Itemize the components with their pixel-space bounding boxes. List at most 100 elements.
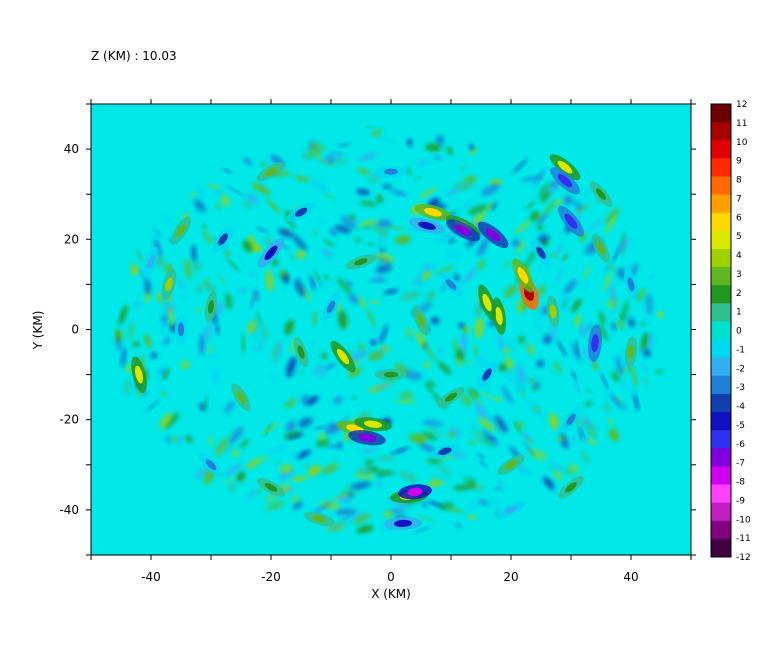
- texture-blob: [358, 296, 366, 309]
- colorbar-label: -10: [736, 515, 751, 525]
- feature-core: [336, 348, 350, 365]
- texture-blob: [563, 279, 577, 295]
- texture-blob: [586, 437, 597, 446]
- texture-blob: [609, 308, 615, 318]
- texture-blob: [337, 495, 352, 503]
- texture-blob: [224, 400, 236, 414]
- texture-blob: [354, 238, 362, 243]
- texture-blob: [161, 313, 168, 324]
- texture-blob: [551, 369, 556, 375]
- colorbar-swatch: [711, 176, 731, 196]
- texture-blob: [529, 448, 547, 460]
- texture-blob: [366, 242, 375, 246]
- texture-blob: [430, 317, 440, 325]
- texture-blob: [135, 249, 143, 262]
- texture-blob: [497, 334, 505, 351]
- texture-blob: [318, 370, 326, 378]
- texture-blob: [496, 481, 505, 488]
- colorbar-swatch: [711, 158, 731, 177]
- texture-blob: [604, 207, 620, 225]
- texture-blob: [316, 219, 327, 226]
- texture-blob: [337, 442, 343, 449]
- colorbar-swatch: [711, 502, 731, 522]
- texture-blob: [327, 444, 340, 449]
- colorbar: 1211109876543210-1-2-3-4-5-6-7-8-9-10-11…: [710, 100, 751, 563]
- texture-blob: [538, 314, 541, 325]
- texture-blob: [453, 338, 458, 353]
- texture-blob: [215, 438, 229, 457]
- texture-blob: [292, 364, 300, 374]
- texture-blob: [633, 392, 639, 411]
- texture-blob: [202, 386, 214, 398]
- y-tick-label: 0: [71, 323, 79, 337]
- texture-blob: [409, 414, 415, 418]
- texture-blob: [176, 435, 184, 445]
- texture-blob: [180, 360, 190, 370]
- texture-blob: [211, 368, 221, 384]
- texture-blob: [270, 372, 278, 381]
- colorbar-label: 11: [736, 119, 747, 129]
- texture-blob: [462, 325, 467, 334]
- texture-blob: [406, 167, 412, 176]
- texture-blob: [574, 314, 581, 328]
- texture-blob: [400, 291, 421, 301]
- texture-blob: [153, 227, 162, 237]
- texture-blob: [369, 224, 387, 234]
- texture-blob: [348, 366, 362, 378]
- texture-blob: [623, 402, 627, 411]
- colorbar-swatch: [711, 393, 731, 413]
- texture-blob: [358, 153, 378, 161]
- texture-blob: [283, 430, 301, 439]
- texture-blob: [292, 496, 299, 503]
- texture-blob: [271, 258, 279, 267]
- texture-blob: [236, 471, 246, 482]
- texture-blob: [310, 341, 314, 347]
- texture-blob: [496, 396, 502, 402]
- colorbar-swatch: [711, 357, 731, 377]
- feature-core: [312, 515, 326, 523]
- texture-blob: [603, 272, 612, 292]
- texture-blob: [339, 292, 354, 308]
- texture-blob: [537, 224, 544, 231]
- feature-core: [393, 519, 413, 527]
- texture-blob: [516, 239, 525, 254]
- texture-blob: [115, 336, 123, 352]
- x-axis-label: X (KM): [371, 587, 411, 601]
- texture-blob: [390, 189, 408, 196]
- texture-blob: [240, 438, 249, 449]
- texture-blob: [549, 413, 559, 430]
- texture-blob: [396, 239, 412, 245]
- texture-blob: [223, 168, 232, 174]
- texture-blob: [251, 182, 271, 195]
- texture-blob: [304, 299, 309, 306]
- texture-blob: [365, 126, 372, 129]
- texture-blob: [323, 274, 330, 281]
- texture-blob: [462, 476, 469, 482]
- texture-blob: [518, 335, 525, 344]
- texture-blob: [145, 399, 161, 413]
- texture-blob: [221, 193, 230, 207]
- colorbar-swatch: [711, 466, 731, 486]
- texture-blob: [580, 450, 591, 464]
- texture-blob: [342, 515, 352, 521]
- feature-core: [354, 258, 368, 266]
- texture-blob: [609, 265, 615, 270]
- texture-blob: [620, 314, 625, 321]
- texture-blob: [349, 349, 368, 363]
- texture-blob: [163, 336, 170, 346]
- texture-blob: [611, 293, 617, 309]
- texture-blob: [635, 288, 646, 302]
- texture-blob: [353, 219, 361, 223]
- texture-blob: [592, 360, 598, 371]
- texture-blob: [478, 498, 490, 506]
- texture-blob: [432, 234, 451, 243]
- texture-blob: [286, 452, 299, 457]
- feature-core: [627, 277, 635, 292]
- texture-blob: [347, 511, 364, 522]
- texture-blob: [340, 215, 356, 229]
- texture-blob: [642, 378, 649, 385]
- feature-core: [557, 160, 573, 174]
- feature-core: [297, 345, 305, 359]
- feature-core: [358, 433, 376, 442]
